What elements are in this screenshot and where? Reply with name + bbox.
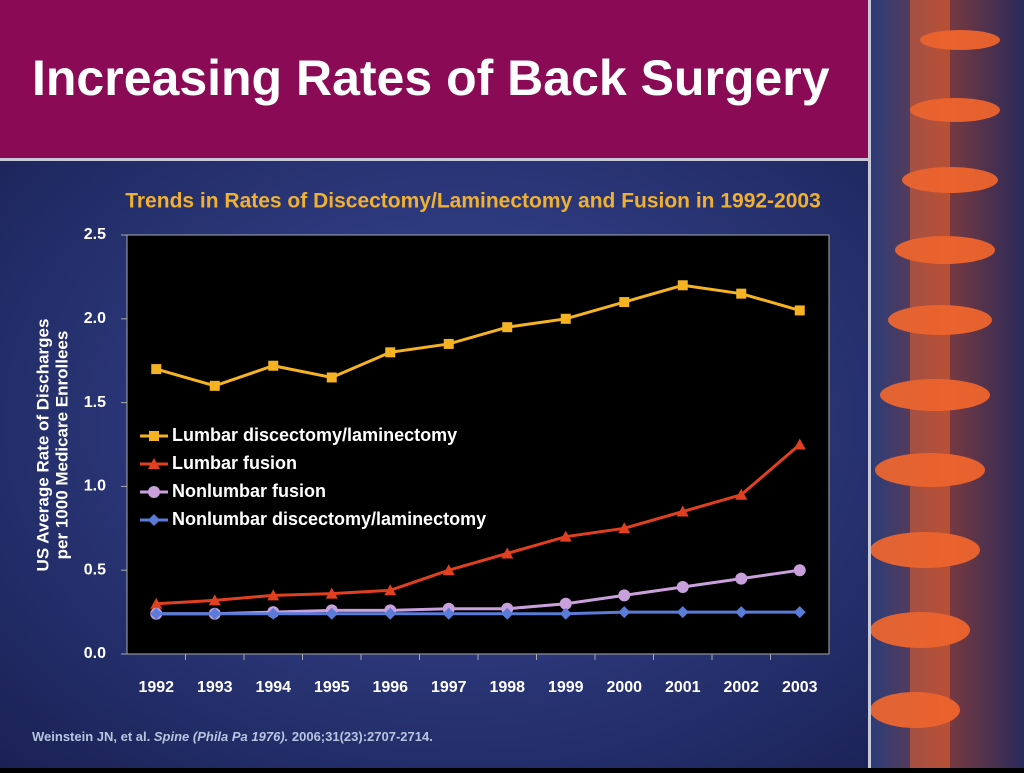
marker xyxy=(443,338,454,349)
legend-label: Nonlumbar discectomy/laminectomy xyxy=(172,509,486,529)
footnote-citation: 2006;31(23):2707-2714. xyxy=(292,729,433,744)
y-axis-label: US Average Rate of Discharges xyxy=(33,319,52,572)
y-axis-label: per 1000 Medicare Enrollees xyxy=(52,331,71,560)
marker xyxy=(267,607,280,620)
marker xyxy=(619,297,630,308)
footnote-authors: Weinstein JN, et al. xyxy=(32,729,150,744)
marker xyxy=(676,505,689,517)
x-tick-label: 1994 xyxy=(255,679,291,696)
spine-image xyxy=(868,0,1024,768)
x-tick-label: 2002 xyxy=(723,679,759,696)
line xyxy=(155,283,801,388)
header-rule xyxy=(0,158,868,161)
marker xyxy=(502,322,513,333)
marker xyxy=(793,438,806,450)
chart-title: Trends in Rates of Discectomy/Laminectom… xyxy=(125,190,821,213)
marker xyxy=(560,313,571,324)
marker xyxy=(501,547,514,559)
marker xyxy=(151,364,162,375)
marker xyxy=(735,488,748,500)
marker xyxy=(618,589,631,602)
marker xyxy=(559,530,572,542)
y-tick-label: 2.5 xyxy=(84,226,106,243)
marker xyxy=(501,607,514,620)
marker xyxy=(736,288,747,299)
marker xyxy=(618,522,631,534)
marker xyxy=(793,564,806,577)
marker xyxy=(559,597,572,610)
marker xyxy=(326,372,337,383)
legend-marker xyxy=(148,486,160,498)
marker xyxy=(209,380,220,391)
marker xyxy=(735,572,748,585)
marker xyxy=(384,584,397,596)
x-tick-label: 1993 xyxy=(197,679,233,696)
x-tick-label: 2001 xyxy=(665,679,701,696)
marker xyxy=(676,580,689,593)
x-tick-label: 1992 xyxy=(138,679,174,696)
x-tick-label: 1995 xyxy=(314,679,350,696)
marker xyxy=(385,347,396,358)
y-tick-label: 0.5 xyxy=(84,561,106,578)
legend-marker xyxy=(149,431,159,441)
footnote-journal: Spine (Phila Pa 1976). xyxy=(154,729,288,744)
legend-marker xyxy=(148,514,160,526)
marker xyxy=(267,589,280,601)
marker xyxy=(150,597,163,609)
marker xyxy=(676,606,689,619)
marker xyxy=(618,606,631,619)
y-tick-label: 1.0 xyxy=(84,478,106,495)
legend-label: Lumbar discectomy/laminectomy xyxy=(172,425,457,445)
marker xyxy=(268,360,279,371)
x-tick-label: 1996 xyxy=(372,679,408,696)
legend-label: Lumbar fusion xyxy=(172,453,297,473)
legend-label: Nonlumbar fusion xyxy=(172,481,326,501)
marker xyxy=(442,607,455,620)
marker xyxy=(150,607,163,620)
marker xyxy=(442,564,455,576)
line xyxy=(156,443,801,606)
marker xyxy=(384,607,397,620)
marker xyxy=(208,594,221,606)
marker xyxy=(793,606,806,619)
x-tick-label: 1999 xyxy=(548,679,584,696)
x-tick-label: 1998 xyxy=(489,679,525,696)
y-tick-label: 1.5 xyxy=(84,394,106,411)
line xyxy=(156,610,800,616)
legend-marker xyxy=(148,458,160,469)
slide-title: Increasing Rates of Back Surgery xyxy=(32,50,830,106)
marker xyxy=(208,607,221,620)
marker xyxy=(677,280,688,291)
y-tick-label: 0.0 xyxy=(84,645,106,662)
x-tick-label: 1997 xyxy=(431,679,467,696)
y-tick-label: 2.0 xyxy=(84,310,106,327)
marker xyxy=(794,305,805,316)
header-band xyxy=(0,0,868,160)
marker xyxy=(735,606,748,619)
x-tick-label: 2000 xyxy=(606,679,642,696)
x-tick-label: 2003 xyxy=(782,679,818,696)
marker xyxy=(325,587,338,599)
marker xyxy=(559,607,572,620)
marker xyxy=(325,607,338,620)
footnote: Weinstein JN, et al. Spine (Phila Pa 197… xyxy=(32,729,433,744)
